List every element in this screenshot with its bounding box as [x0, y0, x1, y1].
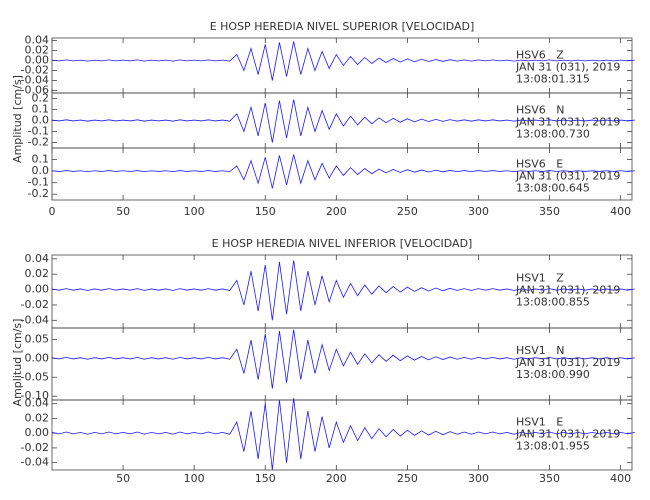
y-tick-label: 0.1 — [32, 153, 50, 166]
y-tick-label: -0.2 — [28, 136, 49, 149]
x-tick-label: 350 — [539, 205, 560, 218]
y-tick-label: 0.02 — [25, 411, 50, 424]
trace — [51, 260, 635, 321]
y-tick-label: 0.0 — [32, 114, 50, 127]
x-tick-label: 150 — [255, 205, 276, 218]
trace — [51, 41, 635, 81]
time-label: 13:08:00.855 — [516, 295, 590, 308]
y-tick-label: -0.02 — [21, 298, 49, 311]
y-tick-label: 0.04 — [25, 34, 50, 47]
y-tick-label: 0.04 — [25, 252, 50, 265]
y-tick-label: -0.02 — [21, 64, 49, 77]
station-label: HSV1 N — [516, 344, 565, 357]
trace — [51, 154, 635, 189]
time-label: 13:08:01.315 — [516, 73, 590, 86]
x-tick-label: 200 — [326, 472, 347, 485]
y-tick-label: -0.04 — [21, 456, 49, 469]
x-tick-label: 100 — [184, 205, 205, 218]
date-label: JAN 31 (031), 2019 — [515, 170, 620, 183]
y-tick-label: 0.00 — [25, 426, 50, 439]
panel-frame — [51, 147, 633, 201]
x-tick-label: 400 — [610, 472, 631, 485]
station-label: HSV6 E — [516, 158, 563, 171]
y-tick-label: 0.05 — [25, 332, 50, 345]
x-tick-label: 50 — [116, 205, 130, 218]
y-tick-label: -0.2 — [28, 187, 49, 200]
time-label: 13:08:00.730 — [516, 128, 590, 141]
station-label: HSV6 N — [516, 104, 565, 117]
station-label: HSV6 Z — [516, 49, 564, 62]
x-tick-label: 50 — [116, 472, 130, 485]
x-tick-label: 200 — [326, 205, 347, 218]
time-label: 13:08:01.955 — [516, 439, 590, 452]
y-tick-label: 0.00 — [25, 351, 50, 364]
time-label: 13:08:00.645 — [516, 182, 590, 195]
y-tick-label: 0.1 — [32, 103, 50, 116]
time-label: 13:08:00.990 — [516, 368, 590, 381]
x-tick-label: 0 — [49, 205, 56, 218]
panel-frame — [51, 399, 633, 471]
chart-title: E HOSP HEREDIA NIVEL SUPERIOR [VELOCIDAD… — [210, 20, 475, 33]
date-label: JAN 31 (031), 2019 — [515, 427, 620, 440]
x-tick-label: 300 — [468, 205, 489, 218]
y-tick-label: 0.04 — [25, 397, 50, 410]
y-tick-label: 0.0 — [32, 164, 50, 177]
y-tick-label: -0.1 — [28, 176, 49, 189]
trace — [51, 99, 635, 143]
y-tick-label: -0.05 — [21, 370, 49, 383]
x-tick-label: 250 — [397, 205, 418, 218]
y-axis-label: Amplitud [cm/s] — [11, 75, 24, 163]
x-tick-label: 300 — [468, 472, 489, 485]
trace — [51, 398, 635, 471]
x-tick-label: 400 — [610, 205, 631, 218]
trace — [51, 329, 635, 389]
y-tick-label: -0.06 — [21, 84, 49, 97]
date-label: JAN 31 (031), 2019 — [515, 61, 620, 74]
date-label: JAN 31 (031), 2019 — [515, 283, 620, 296]
x-tick-label: 150 — [255, 472, 276, 485]
y-tick-label: -0.04 — [21, 74, 49, 87]
y-axis-label: Amplitud [cm/s] — [11, 319, 24, 407]
y-tick-label: 0.02 — [25, 267, 50, 280]
x-tick-label: 100 — [184, 472, 205, 485]
y-tick-label: -0.10 — [21, 389, 49, 402]
chart-title: E HOSP HEREDIA NIVEL INFERIOR [VELOCIDAD… — [212, 237, 473, 250]
y-tick-label: 0.2 — [32, 92, 50, 105]
station-label: HSV1 Z — [516, 271, 564, 284]
station-label: HSV1 E — [516, 415, 563, 428]
x-tick-label: 250 — [397, 472, 418, 485]
y-tick-label: -0.04 — [21, 313, 49, 326]
y-tick-label: -0.02 — [21, 441, 49, 454]
y-tick-label: 0.00 — [25, 54, 50, 67]
y-tick-label: 0.00 — [25, 283, 50, 296]
y-tick-label: -0.1 — [28, 125, 49, 138]
x-tick-label: 350 — [539, 472, 560, 485]
date-label: JAN 31 (031), 2019 — [515, 356, 620, 369]
date-label: JAN 31 (031), 2019 — [515, 116, 620, 129]
y-tick-label: 0.02 — [25, 44, 50, 57]
